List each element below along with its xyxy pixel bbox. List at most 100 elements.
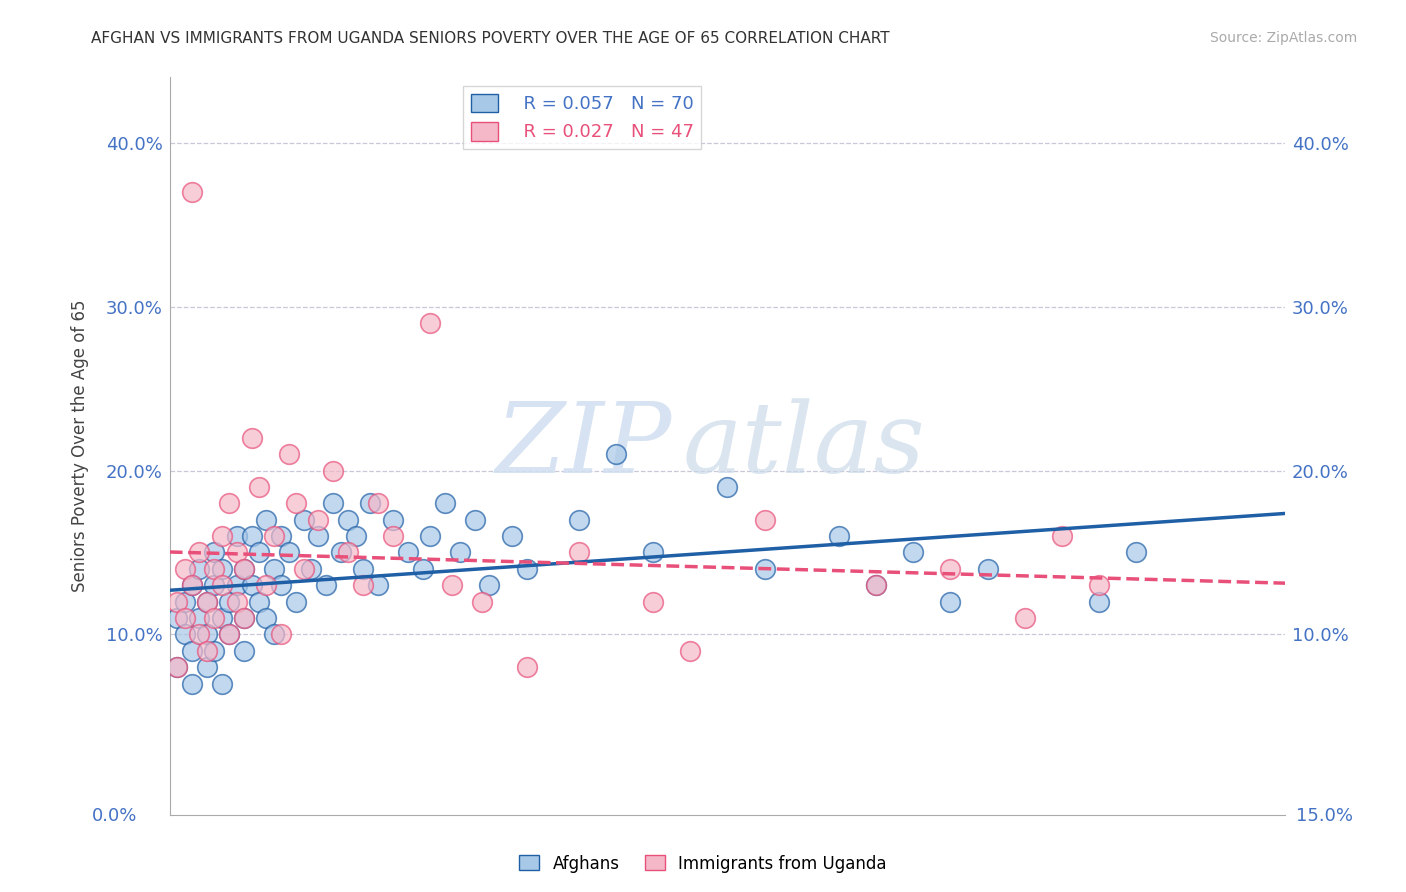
Point (337, 513, 360, 527)
Text: Source: ZipAtlas.com: Source: ZipAtlas.com (1209, 31, 1357, 45)
Point (1050, 529, 1073, 543)
Point (471, 594, 494, 608)
Text: ZIP: ZIP (495, 399, 672, 493)
Point (441, 578, 464, 592)
Point (247, 594, 270, 608)
Point (247, 545, 270, 559)
Point (173, 611, 195, 625)
Point (292, 562, 315, 576)
Point (211, 529, 233, 543)
Point (195, 660, 218, 674)
Point (188, 627, 211, 641)
Point (202, 644, 225, 658)
Point (202, 611, 225, 625)
Point (188, 545, 211, 559)
Point (218, 594, 240, 608)
Point (240, 529, 263, 543)
Point (166, 660, 188, 674)
Point (211, 578, 233, 592)
Point (605, 447, 627, 461)
Point (173, 562, 195, 576)
Point (359, 496, 381, 510)
Point (501, 529, 523, 543)
Point (202, 578, 225, 592)
Point (1088, 578, 1111, 592)
Point (449, 545, 471, 559)
Point (412, 562, 434, 576)
Point (1088, 594, 1111, 608)
Point (202, 562, 225, 576)
Point (322, 464, 344, 478)
Text: 0.0%: 0.0% (91, 807, 136, 825)
Point (352, 578, 374, 592)
Point (225, 578, 247, 592)
Point (225, 529, 247, 543)
Point (381, 513, 404, 527)
Point (181, 185, 204, 199)
Point (254, 513, 277, 527)
Point (939, 594, 962, 608)
Point (307, 529, 329, 543)
Point (195, 594, 218, 608)
Point (419, 529, 441, 543)
Point (285, 594, 308, 608)
Point (173, 627, 195, 641)
Point (464, 513, 486, 527)
Point (939, 562, 962, 576)
Point (396, 545, 419, 559)
Point (865, 578, 887, 592)
Point (240, 431, 263, 445)
Point (865, 578, 887, 592)
Point (233, 644, 256, 658)
Point (218, 627, 240, 641)
Point (754, 562, 776, 576)
Point (270, 529, 292, 543)
Point (329, 545, 352, 559)
Point (1014, 611, 1036, 625)
Point (277, 447, 299, 461)
Point (322, 496, 344, 510)
Point (344, 529, 367, 543)
Point (516, 660, 538, 674)
Y-axis label: Seniors Poverty Over the Age of 65: Seniors Poverty Over the Age of 65 (72, 300, 89, 592)
Point (679, 644, 702, 658)
Point (211, 676, 233, 690)
Point (352, 562, 374, 576)
Point (254, 611, 277, 625)
Point (254, 578, 277, 592)
Point (307, 513, 329, 527)
Point (299, 562, 322, 576)
Point (903, 545, 925, 559)
Point (166, 611, 188, 625)
Point (292, 513, 315, 527)
Legend:   R = 0.057   N = 70,   R = 0.027   N = 47: R = 0.057 N = 70, R = 0.027 N = 47 (464, 87, 702, 149)
Point (181, 578, 204, 592)
Point (367, 496, 389, 510)
Point (188, 562, 211, 576)
Text: 15.0%: 15.0% (1295, 807, 1353, 825)
Point (337, 545, 360, 559)
Point (478, 578, 501, 592)
Point (166, 660, 188, 674)
Point (1125, 545, 1147, 559)
Point (568, 545, 591, 559)
Point (218, 627, 240, 641)
Point (173, 594, 195, 608)
Point (976, 562, 998, 576)
Point (641, 594, 664, 608)
Point (225, 594, 247, 608)
Point (263, 529, 285, 543)
Point (195, 594, 218, 608)
Point (516, 562, 538, 576)
Point (381, 529, 404, 543)
Point (211, 611, 233, 625)
Point (367, 578, 389, 592)
Point (233, 611, 256, 625)
Point (263, 627, 285, 641)
Point (181, 578, 204, 592)
Point (181, 676, 204, 690)
Point (433, 496, 456, 510)
Point (247, 480, 270, 494)
Point (641, 545, 664, 559)
Point (754, 513, 776, 527)
